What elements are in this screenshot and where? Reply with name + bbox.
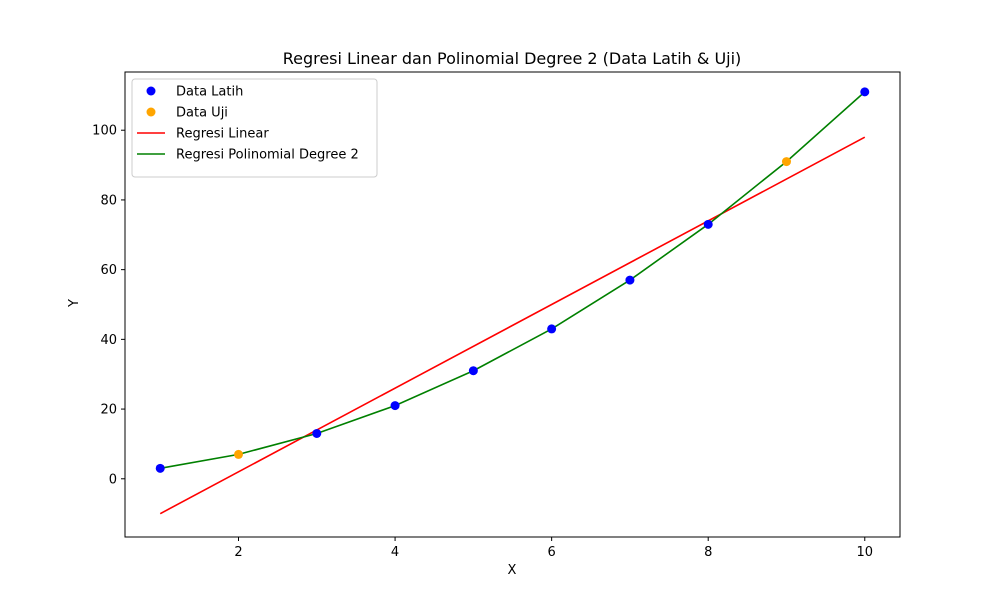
legend-label-regresi-linear: Regresi Linear	[176, 127, 269, 142]
data-point-data-latih	[155, 463, 165, 473]
y-tick-label: 20	[100, 403, 117, 418]
data-point-data-latih	[860, 87, 870, 97]
y-tick-label: 0	[109, 472, 117, 487]
x-tick-label: 2	[234, 545, 242, 560]
y-axis-label: Y	[67, 299, 82, 308]
x-axis-ticks: 2 4 6 8 10	[234, 537, 873, 560]
series-line-regresi-linear	[159, 136, 866, 515]
y-tick-label: 60	[100, 263, 117, 278]
legend-label-data-latih: Data Latih	[176, 85, 243, 100]
plot-frame	[124, 71, 901, 538]
data-point-data-uji	[234, 449, 244, 459]
x-tick-label: 10	[856, 545, 873, 560]
legend-marker-data-uji	[146, 107, 156, 117]
chart-title: Regresi Linear dan Polinomial Degree 2 (…	[283, 49, 742, 68]
data-point-data-latih	[703, 219, 713, 229]
y-tick-label: 100	[92, 124, 117, 139]
x-tick-label: 4	[391, 545, 399, 560]
legend-box	[131, 78, 378, 178]
data-point-data-latih	[468, 366, 478, 376]
legend-label-regresi-polinomial-degree-2: Regresi Polinomial Degree 2	[176, 148, 359, 163]
x-tick-label: 8	[704, 545, 712, 560]
plot-marks	[155, 87, 870, 515]
y-tick-label: 40	[100, 333, 117, 348]
data-point-data-latih	[390, 401, 400, 411]
data-point-data-latih	[312, 428, 322, 438]
chart-legend: Data Latih Data Uji Regresi Linear Regresi …	[131, 78, 378, 178]
data-point-data-latih	[625, 275, 635, 285]
data-point-data-uji	[781, 157, 791, 167]
y-axis-ticks: 0 20 40 60 80 100	[92, 124, 125, 487]
y-tick-label: 80	[100, 193, 117, 208]
x-tick-label: 6	[548, 545, 556, 560]
legend-marker-data-latih	[146, 86, 156, 96]
data-point-data-latih	[547, 324, 557, 334]
series-line-regresi-polinomial-degree-2	[160, 91, 866, 470]
legend-label-data-uji: Data Uji	[176, 106, 228, 121]
x-axis-label: X	[508, 563, 517, 578]
